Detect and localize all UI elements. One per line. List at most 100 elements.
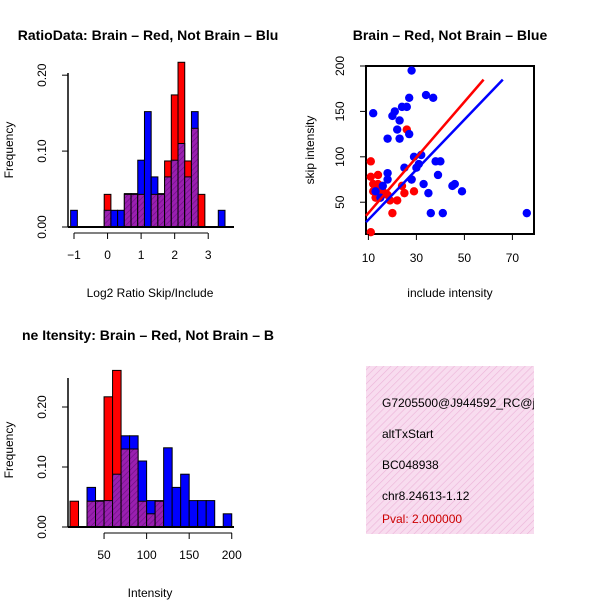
blue-point [383,134,392,143]
blue-bar [70,209,78,228]
red-point [373,170,383,180]
blue-point [395,134,404,143]
x-tick-label: 200 [222,548,242,562]
scatter-panel: Brain – Red, Not Brain – Blue 10 30 50 70 5… [303,27,547,300]
overlap-bar [103,500,114,528]
overlap-bar [177,143,186,228]
intensity-histogram-bars [69,369,233,528]
ratio-histogram-bars [70,61,226,228]
blue-point [395,116,404,125]
blue-bar [110,209,119,228]
overlap-bar [129,448,139,528]
blue-point [424,188,433,198]
scatter-y-label: skip intensity [303,116,317,185]
blue-bar [222,513,233,528]
red-point [388,208,397,218]
info-box-background [366,366,534,534]
x-tick-label: 50 [97,548,111,562]
overlap-bar [103,209,112,228]
blue-point [438,208,447,218]
ratio-histogram-title: RatioData: Brain – Red, Not Brain – Blu [18,27,279,43]
blue-point [419,179,428,189]
blue-point [433,170,443,180]
y-tick-label: 100 [333,146,347,166]
y-tick-label: 0.20 [35,395,49,419]
red-point [366,172,375,181]
red-point [366,157,375,166]
y-tick-label: 0.20 [35,63,49,87]
info-accession: BC048938 [382,458,439,472]
blue-point [378,181,387,191]
blue-point [436,157,445,166]
x-tick-label: 150 [179,548,199,562]
red-point [400,188,409,198]
info-location: chr8.24613-1.12 [382,489,470,503]
blue-point [457,187,467,196]
ratio-x-label: Log2 Ratio Skip/Include [87,286,214,300]
blue-point [405,129,414,139]
overlap-bar [137,193,145,228]
blue-point [383,175,392,184]
ratio-y-label: Frequency [2,122,16,179]
x-tick-label: 30 [410,251,424,265]
x-tick-label: 70 [506,251,520,265]
overlap-bar [190,127,199,228]
ratio-histogram-panel: RatioData: Brain – Red, Not Brain – Blu … [2,27,278,300]
red-bar [69,500,80,528]
blue-bar [197,500,207,528]
blue-bar [180,473,190,528]
blue-bar [143,111,152,228]
overlap-bar [146,513,156,528]
overlap-bar [170,159,179,228]
red-bar [197,193,206,228]
overlap-bar [95,500,105,528]
x-tick-label: 3 [205,248,212,262]
blue-bar [117,209,125,228]
blue-bar [163,447,173,528]
overlap-bar [120,448,131,528]
intensity-histogram-panel: ne Itensity: Brain – Red, Not Brain – B … [2,327,274,600]
overlap-bar [157,193,166,228]
overlap-bar [184,176,192,228]
blue-point [450,179,459,189]
overlap-bar [123,193,132,228]
blue-bar [217,209,226,228]
blue-point [393,125,402,134]
overlap-bar [130,193,139,228]
info-pval: Pval: 2.000000 [382,512,462,526]
red-point [393,196,402,205]
blue-point [383,168,392,178]
blue-point [405,93,414,102]
scatter-plot-frame [365,65,535,235]
x-tick-label: 10 [362,251,376,265]
blue-point [522,208,531,218]
blue-point [369,109,378,118]
blue-bar [188,500,199,528]
overlap-bar [112,473,122,528]
y-tick-label: 0.10 [35,455,49,479]
red-point [366,227,375,237]
scatter-x-label: include intensity [407,286,492,300]
y-tick-label: 200 [333,56,347,76]
overlap-bar [164,176,172,228]
overlap-bar [154,500,165,528]
blue-point [402,102,411,112]
x-tick-label: 50 [458,251,472,265]
x-tick-label: 1 [138,248,145,262]
x-tick-label: −1 [67,248,81,262]
scatter-title: Brain – Red, Not Brain – Blue [353,27,548,43]
info-probe-id: G7205500@J944592_RC@j_at [382,396,552,410]
x-tick-label: 0 [104,248,111,262]
blue-point [371,187,380,196]
overlap-bar [86,500,97,528]
overlap-bar [150,193,159,228]
y-tick-label: 0.00 [35,515,49,539]
intensity-y-label: Frequency [2,422,16,479]
blue-point [429,93,438,102]
y-tick-label: 0.00 [35,215,49,239]
blue-bar [171,486,182,528]
x-tick-label: 100 [137,548,157,562]
blue-fit-line [365,78,504,224]
blue-point [407,66,416,75]
